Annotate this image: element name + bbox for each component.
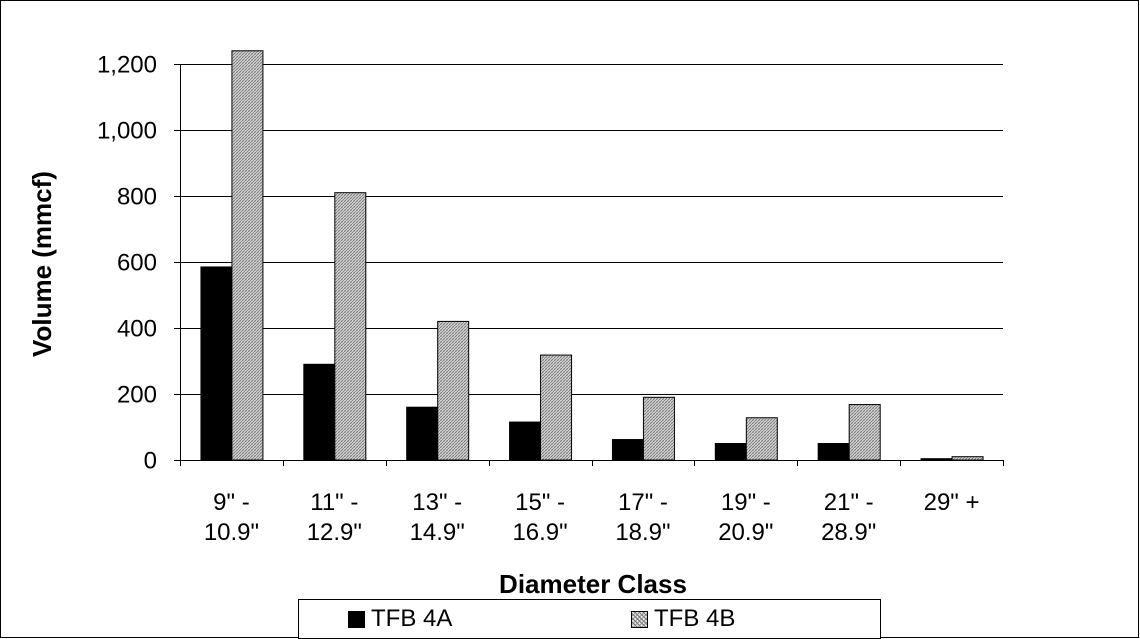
x-tick-label-3-line-1: 16.9"	[512, 519, 567, 546]
bar-tfb-4b-7	[951, 456, 984, 461]
x-tick-label-6-line-0: 21" -	[824, 489, 874, 516]
x-tick-label-5-line-0: 19" -	[721, 489, 771, 516]
y-tick-label-4: 800	[117, 184, 157, 211]
bar-tfb-4a-4	[611, 439, 644, 461]
y-tick-label-1: 200	[117, 382, 157, 409]
legend-label-tfb-4b: TFB 4B	[654, 605, 736, 632]
legend-label-tfb-4a: TFB 4A	[371, 605, 453, 632]
bars	[200, 50, 984, 461]
bar-tfb-4b-1	[334, 192, 367, 461]
legend-item-tfb-4b: TFB 4B	[631, 600, 735, 638]
x-tick-label-1-line-1: 12.9"	[307, 519, 362, 546]
x-tick-label-1: 11" - 12.9"	[307, 489, 362, 546]
bar-tfb-4a-6	[817, 443, 850, 461]
y-tick-label-6: 1,200	[97, 52, 157, 79]
x-tick-label-0-line-1: 10.9"	[204, 519, 259, 546]
x-tick-label-4-line-1: 18.9"	[615, 519, 670, 546]
bar-tfb-4a-5	[714, 443, 747, 461]
x-tick-label-2-line-0: 13" -	[412, 489, 462, 516]
tick-labels: 0 200 400 600 800 1,000 1,200 9" - 10.9" 11" - 12.…	[97, 52, 980, 547]
x-tick-label-6-line-1: 28.9"	[821, 519, 876, 546]
y-tick-label-2: 400	[117, 316, 157, 343]
x-tick-label-2: 13" - 14.9"	[410, 489, 465, 546]
x-tick-label-7: 29" +	[924, 489, 980, 516]
x-tick-label-7-line-0: 29" +	[924, 489, 980, 516]
x-tick-label-5: 19" - 20.9"	[718, 489, 773, 546]
bar-tfb-4b-3	[540, 354, 573, 461]
y-tick-label-5: 1,000	[97, 118, 157, 145]
x-tick-label-3: 15" - 16.9"	[512, 489, 567, 546]
x-tick-label-2-line-1: 14.9"	[410, 519, 465, 546]
bar-tfb-4a-2	[406, 406, 439, 461]
x-tick-label-3-line-0: 15" -	[515, 489, 565, 516]
bar-tfb-4a-1	[303, 363, 336, 461]
bar-chart: 0 200 400 600 800 1,000 1,200 9" - 10.9" 11" - 12.…	[27, 50, 1004, 599]
legend-swatch-tfb-4a	[348, 610, 365, 628]
bar-tfb-4a-3	[509, 421, 542, 461]
x-tick-label-4: 17" - 18.9"	[615, 489, 670, 546]
bar-tfb-4b-6	[848, 404, 881, 461]
y-tick-label-0: 0	[144, 448, 157, 475]
legend-swatch-tfb-4b	[631, 610, 648, 628]
legend: TFB 4A TFB 4B	[298, 599, 881, 639]
x-tick-label-0: 9" - 10.9"	[204, 489, 259, 546]
bar-tfb-4b-4	[642, 396, 675, 461]
x-tick-label-0-line-0: 9" -	[213, 489, 250, 516]
x-tick-label-1-line-0: 11" -	[310, 489, 358, 516]
gridlines	[180, 64, 1003, 395]
bar-tfb-4a-7	[920, 458, 953, 461]
bar-tfb-4a-0	[200, 266, 233, 461]
bar-tfb-4b-5	[745, 417, 778, 461]
y-axis-title: Volume (mmcf)	[27, 171, 57, 357]
legend-item-tfb-4a: TFB 4A	[348, 600, 452, 638]
x-tick-label-4-line-0: 17" -	[618, 489, 668, 516]
x-tick-label-6: 21" - 28.9"	[821, 489, 876, 546]
axes	[174, 64, 1004, 466]
y-tick-label-3: 600	[117, 250, 157, 277]
x-axis-title: Diameter Class	[499, 569, 687, 599]
x-tick-label-5-line-1: 20.9"	[718, 519, 773, 546]
bar-tfb-4b-2	[437, 320, 470, 461]
bar-tfb-4b-0	[231, 50, 264, 461]
